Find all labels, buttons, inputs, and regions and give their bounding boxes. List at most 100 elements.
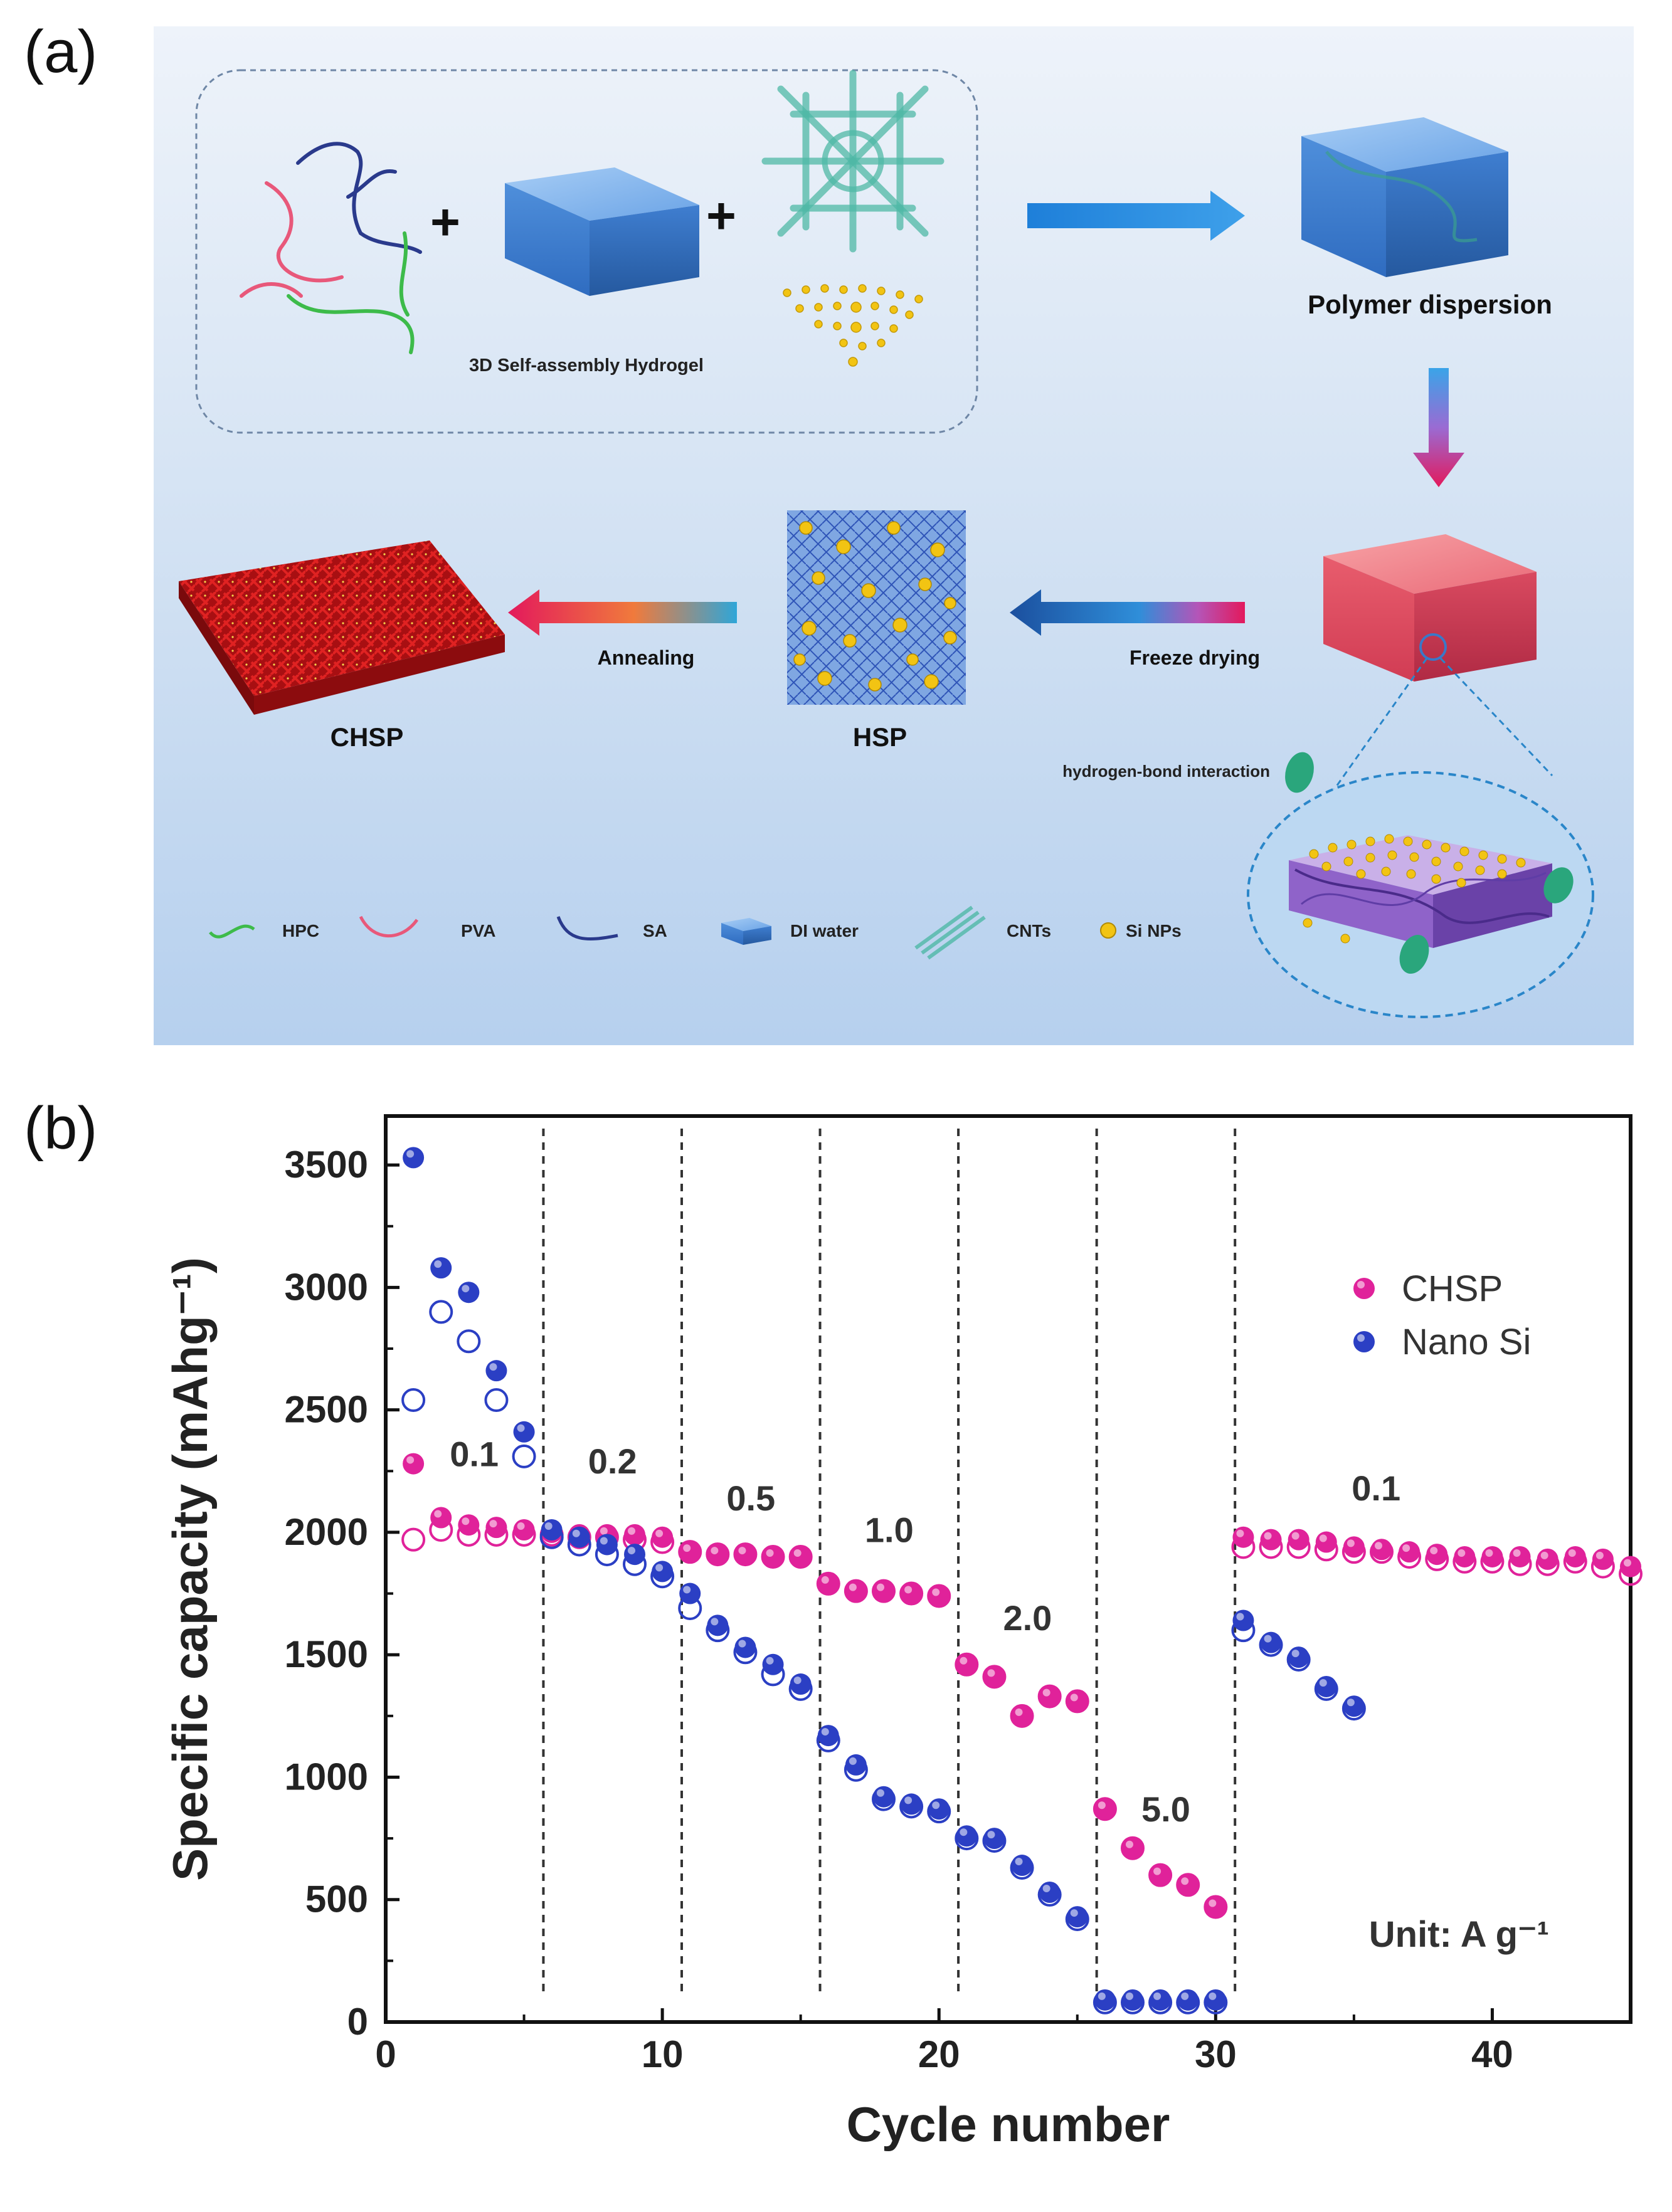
chsp-charge-point <box>1094 1798 1116 1820</box>
nano-si-legend-label: Nano Si <box>1402 1322 1531 1362</box>
chsp-charge-point <box>762 1546 784 1567</box>
chsp-charge-highlight <box>1430 1547 1438 1555</box>
nano-si-charge-point <box>1094 1989 1116 2011</box>
si-legend-icon <box>1100 922 1116 939</box>
chsp-charge-highlight <box>960 1656 968 1665</box>
nano-si-charge-point <box>928 1798 950 1820</box>
chsp-charge-highlight <box>1042 1688 1050 1697</box>
chsp-charge-highlight <box>683 1544 691 1552</box>
cnt-bundle-icon <box>761 70 944 253</box>
chsp-charge-point <box>1039 1685 1061 1707</box>
chsp-charge-highlight <box>738 1547 746 1555</box>
hydrogel-caption: 3D Self-assembly Hydrogel <box>469 356 704 376</box>
chsp-charge-point <box>403 1453 425 1475</box>
chsp-charge-highlight <box>1347 1539 1355 1547</box>
chsp-charge-highlight <box>1098 1801 1106 1809</box>
chsp-charge-point <box>1205 1896 1227 1918</box>
chsp-charge-highlight <box>489 1520 497 1528</box>
nano-si-charge-highlight <box>462 1285 470 1293</box>
x-tick-label: 10 <box>642 2033 684 2075</box>
chsp-charge-point <box>1066 1690 1088 1712</box>
x-tick-label: 30 <box>1195 2033 1237 2075</box>
nano-si-charge-highlight <box>1098 1992 1106 2000</box>
chsp-charge-highlight <box>1264 1532 1272 1540</box>
chsp-charge-highlight <box>1015 1708 1023 1716</box>
nano-si-charge-highlight <box>738 1640 746 1648</box>
sa-legend-label: SA <box>643 921 667 940</box>
chsp-charge-point <box>790 1546 812 1567</box>
rate-label: 0.2 <box>588 1441 637 1481</box>
nano-si-discharge-point <box>429 1300 453 1324</box>
y-tick-label: 1500 <box>285 1633 368 1675</box>
nano-si-charge-highlight <box>655 1564 664 1572</box>
nano-si-charge-highlight <box>877 1789 884 1797</box>
chsp-charge-highlight <box>877 1583 884 1591</box>
nano-si-charge-point <box>873 1786 894 1808</box>
chsp-charge-highlight <box>1153 1867 1161 1875</box>
x-axis-label: Cycle number <box>847 2097 1170 2152</box>
nano-si-discharge-point <box>401 1388 426 1413</box>
rate-label: 0.5 <box>726 1478 775 1518</box>
rate-label: 2.0 <box>1003 1598 1052 1638</box>
chsp-charge-highlight <box>1458 1549 1466 1557</box>
chsp-charge-highlight <box>904 1586 913 1594</box>
chsp-charge-highlight <box>1291 1532 1299 1540</box>
zoom-line-left <box>1310 658 1428 823</box>
mixing-arrow <box>1027 191 1245 241</box>
chsp-charge-point <box>1426 1544 1448 1566</box>
chsp-charge-highlight <box>1181 1877 1189 1885</box>
cnt-legend-label: CNTs <box>1007 921 1051 940</box>
chsp-charge-point <box>1150 1864 1172 1886</box>
chsp-charge-point <box>956 1653 978 1675</box>
chsp-charge-point <box>1122 1837 1143 1859</box>
nano-si-charge-highlight <box>960 1828 968 1836</box>
chsp-charge-highlight <box>932 1588 940 1596</box>
nano-si-charge-point <box>762 1653 784 1675</box>
nano-si-charge-highlight <box>489 1363 497 1371</box>
chsp-charge-highlight <box>1485 1549 1493 1557</box>
chsp-charge-highlight <box>1070 1693 1078 1702</box>
nano-si-charge-highlight <box>1126 1992 1133 2000</box>
chsp-charge-highlight <box>793 1549 802 1557</box>
chsp-charge-highlight <box>1540 1551 1548 1559</box>
nano-si-charge-point <box>403 1147 425 1169</box>
nano-si-charge-point <box>1150 1989 1172 2011</box>
nano-si-charge-highlight <box>766 1656 774 1665</box>
chsp-charge-highlight <box>1595 1551 1604 1559</box>
nano-si-charge-point <box>817 1725 839 1747</box>
chsp-charge-highlight <box>1568 1549 1576 1557</box>
hydrogen-bond-icon <box>1285 752 1314 793</box>
chsp-charge-highlight <box>766 1549 774 1557</box>
nano-si-legend-marker <box>1353 1331 1375 1352</box>
chsp-charge-point <box>1371 1539 1392 1561</box>
hsp-cube-icon <box>787 510 966 705</box>
rate-label: 5.0 <box>1141 1789 1190 1829</box>
nano-si-charge-highlight <box>544 1522 553 1530</box>
nano-si-charge-highlight <box>434 1260 442 1268</box>
chsp-charge-highlight <box>711 1547 719 1555</box>
hydrogen-bond-label: hydrogen-bond interaction <box>1062 762 1270 781</box>
y-tick-label: 3000 <box>285 1266 368 1308</box>
synthesis-schematic: + + 3D Self-assembly Hydrogel <box>154 26 1634 1045</box>
chsp-charge-highlight <box>1209 1899 1217 1907</box>
chsp-charge-highlight <box>1624 1559 1631 1567</box>
nano-si-charge-highlight <box>711 1618 719 1626</box>
chsp-charge-point <box>1260 1529 1282 1551</box>
chsp-charge-point <box>1454 1546 1476 1567</box>
water-legend-icon <box>721 918 771 945</box>
network-detail-icon <box>1289 834 1574 974</box>
nano-si-charge-highlight <box>683 1586 691 1594</box>
freeze-drying-label: Freeze drying <box>1130 646 1260 669</box>
chsp-legend-marker <box>1353 1278 1375 1299</box>
chsp-charge-point <box>458 1514 480 1536</box>
chsp-charge-point <box>1232 1526 1254 1548</box>
rate-label: 0.1 <box>1352 1468 1400 1508</box>
chsp-charge-point <box>1177 1874 1199 1896</box>
chsp-charge-point <box>1288 1529 1310 1551</box>
chsp-charge-point <box>485 1517 507 1539</box>
chsp-charge-point <box>1509 1546 1531 1567</box>
x-tick-label: 0 <box>375 2033 396 2075</box>
chsp-charge-highlight <box>1319 1534 1327 1542</box>
chsp-charge-highlight <box>1126 1840 1133 1848</box>
rate-performance-chart: 0 10 20 30 40 0 500 1000 1500 2000 2500 3000 3500 Cyc… <box>162 1114 1643 2152</box>
